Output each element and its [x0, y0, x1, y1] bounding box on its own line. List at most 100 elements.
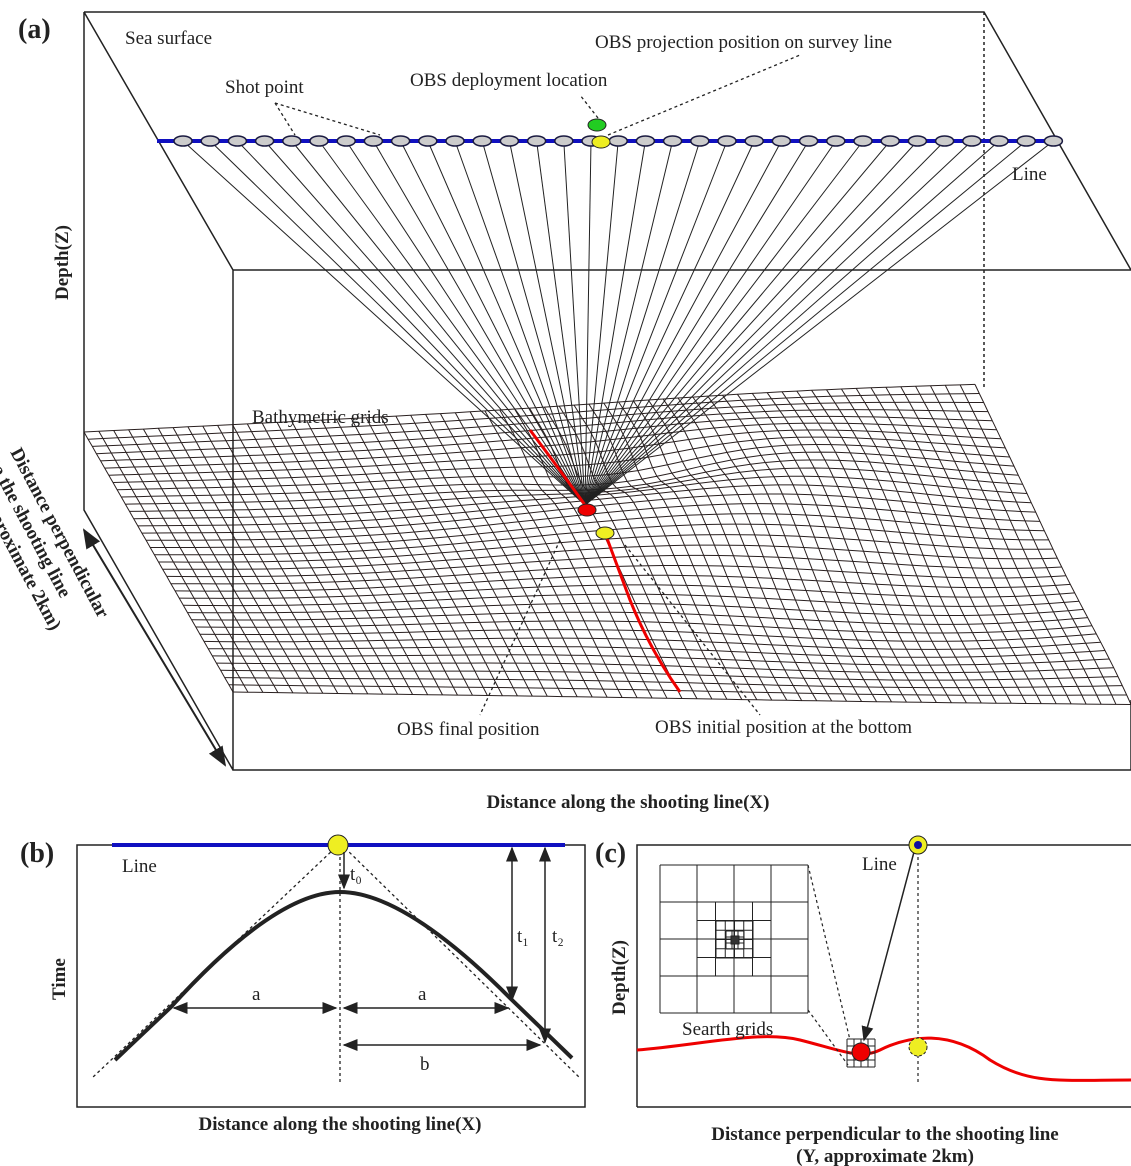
panel-label: (a)	[18, 14, 51, 45]
grid-col	[277, 422, 428, 694]
ray	[585, 141, 972, 505]
shot-point	[228, 136, 246, 146]
figure: (a) Sea surface OBS projection position …	[0, 0, 1131, 1166]
ray	[585, 141, 809, 505]
shot-point	[473, 136, 491, 146]
shot-point	[283, 136, 301, 146]
grid-col	[886, 387, 1041, 703]
ray	[346, 141, 585, 505]
grid-col	[218, 425, 368, 694]
grid-col	[945, 385, 1101, 704]
obs-marker	[328, 835, 348, 855]
shot-point	[1044, 136, 1062, 146]
grid-col	[247, 424, 397, 694]
ray	[564, 141, 585, 505]
shot-point	[1017, 136, 1035, 146]
axis-label: Distance along the shooting line(X)	[199, 1114, 482, 1135]
shot-point	[963, 136, 981, 146]
obs-marker-core	[914, 841, 922, 849]
obs-final-marker	[578, 504, 596, 516]
label: Line	[122, 856, 157, 877]
label: OBS deployment location	[410, 70, 608, 91]
ray	[265, 141, 585, 505]
label: Searth grids	[682, 1019, 773, 1040]
label: Line	[862, 854, 897, 875]
shot-point	[936, 136, 954, 146]
axis-label: Depth(Z)	[609, 940, 630, 1015]
shot-point	[827, 136, 845, 146]
ray	[210, 141, 585, 505]
shot-point	[256, 136, 274, 146]
shot-point	[772, 136, 790, 146]
ray	[237, 141, 585, 505]
label: t₀	[350, 864, 362, 885]
shot-point	[201, 136, 219, 146]
shot-point	[745, 136, 763, 146]
shot-point	[990, 136, 1008, 146]
shot-point	[392, 136, 410, 146]
obs-projection-marker	[592, 136, 610, 148]
shot-point	[854, 136, 872, 146]
shot-point	[337, 136, 355, 146]
grid-col	[129, 430, 278, 693]
label: a	[252, 984, 261, 1005]
ray	[585, 141, 917, 505]
shot-point	[609, 136, 627, 146]
guide-lines	[92, 845, 580, 1082]
grid-col	[396, 416, 547, 696]
obs-initial-marker	[596, 527, 614, 539]
shot-point	[528, 136, 546, 146]
panel-label: (c)	[595, 838, 626, 869]
y-axis-label: Distance perpendicular to the shooting l…	[0, 444, 113, 644]
shot-point	[908, 136, 926, 146]
grid-center	[731, 936, 739, 944]
label: a	[418, 984, 427, 1005]
panel-label: (b)	[20, 838, 54, 869]
label: OBS projection position on survey line	[595, 32, 892, 53]
obs-initial-marker	[909, 1038, 927, 1056]
shot-point	[664, 136, 682, 146]
shot-point	[419, 136, 437, 146]
obs-deployment-marker	[588, 119, 606, 131]
label: Line	[1012, 164, 1047, 185]
grid-col	[262, 423, 412, 694]
ray	[585, 141, 999, 505]
shot-point	[636, 136, 654, 146]
label: OBS initial position at the bottom	[655, 717, 912, 738]
ray	[585, 141, 836, 505]
ray	[585, 141, 754, 505]
axis-label: (Y, approximate 2km)	[796, 1146, 974, 1166]
label: b	[420, 1054, 430, 1075]
shot-point	[718, 136, 736, 146]
shot-point	[800, 136, 818, 146]
label: Shot point	[225, 77, 304, 98]
ray	[585, 141, 863, 505]
grid-col	[233, 425, 383, 694]
shot-point	[555, 136, 573, 146]
ray	[401, 141, 585, 505]
label: OBS final position	[397, 719, 540, 740]
shot-point	[446, 136, 464, 146]
ray	[585, 141, 1026, 505]
label: Sea surface	[125, 28, 212, 49]
ray	[292, 141, 585, 505]
ray	[864, 852, 914, 1040]
panel-frame	[77, 845, 585, 1107]
traveltime-curve	[115, 892, 572, 1060]
ray	[482, 141, 585, 505]
ray	[585, 141, 945, 505]
ray	[509, 141, 585, 505]
axis-label: Distance along the shooting line(X)	[487, 792, 770, 813]
shot-point	[310, 136, 328, 146]
label: t₂	[552, 926, 564, 947]
shot-point	[364, 136, 382, 146]
shot-point	[881, 136, 899, 146]
label: t₁	[517, 926, 529, 947]
axis-label: Distance perpendicular to the shooting l…	[711, 1124, 1058, 1145]
obs-final-marker	[852, 1043, 870, 1061]
shot-point	[174, 136, 192, 146]
axis-label: Time	[49, 958, 70, 1000]
shot-point	[691, 136, 709, 146]
seafloor	[637, 1037, 1131, 1081]
axis-label: Depth(Z)	[52, 225, 73, 300]
